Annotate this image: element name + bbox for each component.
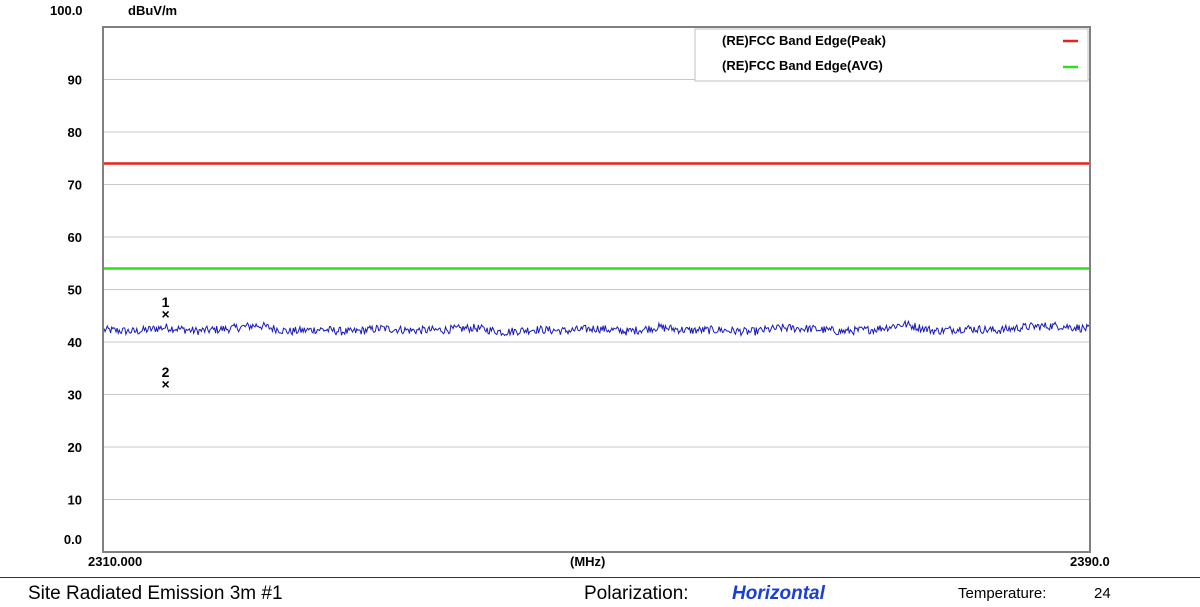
y-unit-label: dBuV/m	[128, 3, 177, 18]
legend-peak-label: (RE)FCC Band Edge(Peak)	[722, 33, 886, 48]
legend: (RE)FCC Band Edge(Peak) (RE)FCC Band Edg…	[694, 28, 1089, 82]
y-tick-label: 10	[68, 493, 82, 508]
marker-2-label: 2	[162, 364, 170, 380]
measurement-footer: Site Radiated Emission 3m #1 Polarizatio…	[0, 577, 1200, 607]
y-tick-label: 0.0	[64, 532, 82, 547]
limit-lines	[104, 162, 1089, 270]
y-tick-label: 90	[68, 73, 82, 88]
x-start-label: 2310.000	[88, 554, 142, 569]
y-tick-label: 100.0	[50, 3, 83, 18]
y-tick-label: 50	[68, 283, 82, 298]
markers: ×1×2	[161, 294, 169, 392]
x-unit-label: (MHz)	[570, 554, 605, 569]
site-text: Site Radiated Emission 3m #1	[28, 583, 283, 604]
marker-1-x: ×	[161, 306, 169, 322]
temperature-value: 24	[1094, 585, 1111, 602]
y-tick-label: 80	[68, 125, 82, 140]
temperature-label: Temperature:	[958, 585, 1047, 602]
y-tick-label: 20	[68, 440, 82, 455]
marker-2-x: ×	[161, 376, 169, 392]
legend-avg-label: (RE)FCC Band Edge(AVG)	[722, 58, 883, 73]
trace-group	[103, 319, 1090, 338]
measurement-trace	[103, 319, 1090, 338]
y-tick-label: 60	[68, 230, 82, 245]
y-tick-label: 40	[68, 335, 82, 350]
x-end-label: 2390.0	[1070, 554, 1110, 569]
polarization-value: Horizontal	[732, 583, 825, 604]
y-tick-label: 30	[68, 388, 82, 403]
marker-1-label: 1	[162, 294, 170, 310]
polarization-label: Polarization:	[584, 583, 689, 604]
y-tick-label: 70	[68, 178, 82, 193]
